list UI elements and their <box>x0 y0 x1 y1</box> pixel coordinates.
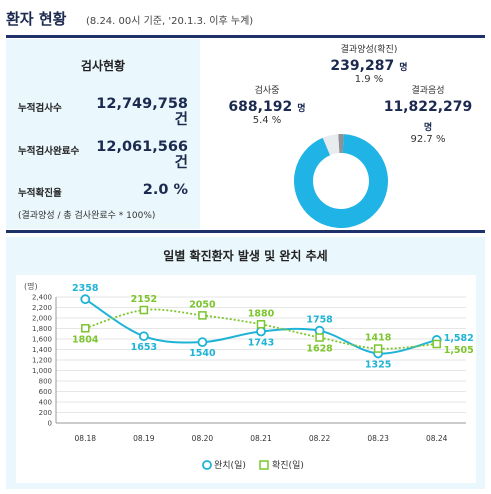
confirmed-point <box>81 324 90 333</box>
y-tick-label: 1,800 <box>32 325 52 333</box>
legend-confirmed-label: 확진(일) <box>272 459 304 471</box>
confirmed-data-label: 1418 <box>365 333 392 344</box>
pie-value-testing: 688,192 <box>228 99 293 115</box>
x-tick-label: 08.20 <box>192 434 214 443</box>
daily-trend-panel: 일별 확진환자 발생 및 완치 추세 (명) 0 200 400 600 800 1,000… <box>6 237 485 489</box>
pie-label-negative: 결과음성 11,822,279 명 92.7 % <box>372 83 484 145</box>
chart-legend: 완치(일) 확진(일) <box>202 459 304 471</box>
recovered-data-label: 1743 <box>248 337 274 348</box>
donut-slice-positive <box>338 134 344 154</box>
x-tick-label: 08.19 <box>133 434 155 443</box>
test-result-donut <box>294 134 388 228</box>
daily-trend-chart: (명) 0 200 400 600 800 1,000 1,200 1,400 1,600 1,80… <box>24 281 474 471</box>
y-tick-label: 200 <box>39 409 52 417</box>
recovered-point <box>256 326 266 337</box>
pie-name-positive: 결과양성(확진) <box>340 45 398 55</box>
legend-confirmed-marker <box>259 460 269 470</box>
x-tick-label: 08.24 <box>426 434 448 443</box>
confirmed-point <box>373 344 383 353</box>
recovered-data-label: 2358 <box>72 283 99 294</box>
section-divider <box>6 230 485 233</box>
recovered-data-label: 1653 <box>131 342 157 353</box>
confirmed-point <box>315 333 324 342</box>
recovered-data-label: 1758 <box>306 315 333 326</box>
page-subtitle: (8.24. 00시 기준, '20.1.3. 이후 누계) <box>86 16 254 27</box>
y-tick-label: 400 <box>39 399 52 407</box>
completed-tests-label: 누적검사완료수 <box>18 146 80 157</box>
y-tick-label: 2,000 <box>32 315 52 323</box>
pie-name-negative: 결과음성 <box>411 86 445 96</box>
y-tick-label: 1,400 <box>32 346 52 354</box>
donut-slice-negative <box>294 134 388 228</box>
pie-value-positive: 239,287 <box>330 58 395 74</box>
cumulative-tests-unit: 건 <box>174 112 188 128</box>
x-tick-label: 08.18 <box>75 434 97 443</box>
pie-value-negative: 11,822,279 <box>383 99 473 115</box>
pie-percent-positive: 1.9 % <box>354 74 384 85</box>
y-tick-label: 800 <box>39 378 52 386</box>
recovered-point <box>80 294 91 305</box>
cumulative-tests-value: 12,749,758 건 <box>96 96 188 128</box>
positive-rate-label: 누적확진율 <box>18 188 62 199</box>
y-tick-label: 600 <box>39 388 52 396</box>
y-tick-label: 2,200 <box>32 304 52 312</box>
chart-area: (명) 0 200 400 600 800 1,000 1,200 1,400 1,600 1,80… <box>16 275 476 483</box>
confirmed-data-label: 1,505 <box>444 345 474 356</box>
page-title: 환자 현황 <box>6 10 67 28</box>
pie-percent-negative: 92.7 % <box>410 134 446 145</box>
pie-unit-positive: 명 <box>399 63 408 73</box>
confirmed-data-label: 2152 <box>131 294 157 305</box>
pie-unit-testing: 명 <box>297 104 306 114</box>
cumulative-tests-number: 12,749,758 <box>96 96 188 112</box>
recovered-data-label: 1540 <box>189 348 216 359</box>
pie-label-positive: 결과양성(확진) 239,287 명 1.9 % <box>294 42 444 85</box>
pie-name-testing: 검사중 <box>254 86 280 96</box>
donut-slice-testing <box>322 134 340 156</box>
confirmed-data-label: 2050 <box>189 299 216 310</box>
completed-tests-unit: 건 <box>174 155 188 171</box>
header-divider <box>6 35 485 38</box>
recovered-data-label: 1,582 <box>444 333 474 344</box>
pie-percent-testing: 5.4 % <box>252 115 282 126</box>
confirmed-data-label: 1804 <box>72 334 99 345</box>
page-header: 환자 현황 (8.24. 00시 기준, '20.1.3. 이후 누계) <box>6 6 486 34</box>
y-tick-label: 2,400 <box>32 294 52 302</box>
completed-tests-value: 12,061,566 건 <box>96 139 188 171</box>
pie-unit-negative: 명 <box>423 123 433 133</box>
confirmed-point <box>198 311 207 320</box>
recovered-point <box>138 331 149 342</box>
x-tick-label: 08.23 <box>367 434 389 443</box>
confirmed-data-label: 1880 <box>248 308 275 319</box>
test-status-panel: 검사현황 누적검사수 12,749,758 건 누적검사완료수 12,061,5… <box>6 39 200 229</box>
test-status-heading: 검사현황 <box>80 59 126 73</box>
cumulative-tests-label: 누적검사수 <box>18 103 62 114</box>
confirmed-point <box>256 320 266 329</box>
confirmed-data-label: 1628 <box>306 344 333 355</box>
legend-recovered-marker <box>202 460 212 470</box>
recovered-point <box>197 337 208 348</box>
positive-rate-note: (결과양성 / 총 검사완료수 * 100%) <box>18 211 156 221</box>
y-tick-label: 1,200 <box>32 357 52 365</box>
y-axis-unit: (명) <box>24 281 38 291</box>
legend-recovered-label: 완치(일) <box>214 459 246 471</box>
recovered-data-label: 1325 <box>365 359 391 370</box>
x-tick-label: 08.21 <box>250 434 272 443</box>
confirmed-point <box>139 305 149 315</box>
test-result-panel: 결과양성(확진) 239,287 명 1.9 % 검사중 688,192 명 5… <box>200 39 485 229</box>
completed-tests-number: 12,061,566 <box>96 139 188 155</box>
positive-rate-value: 2.0 % <box>142 182 188 198</box>
pie-label-testing: 검사중 688,192 명 5.4 % <box>222 83 312 126</box>
y-tick-label: 1,000 <box>32 367 52 375</box>
x-tick-label: 08.22 <box>309 434 331 443</box>
confirmed-point <box>432 339 441 349</box>
chart-title: 일별 확진환자 발생 및 완치 추세 <box>163 249 328 263</box>
y-tick-label: 1,600 <box>32 336 52 344</box>
y-tick-label: 0 <box>48 420 52 428</box>
